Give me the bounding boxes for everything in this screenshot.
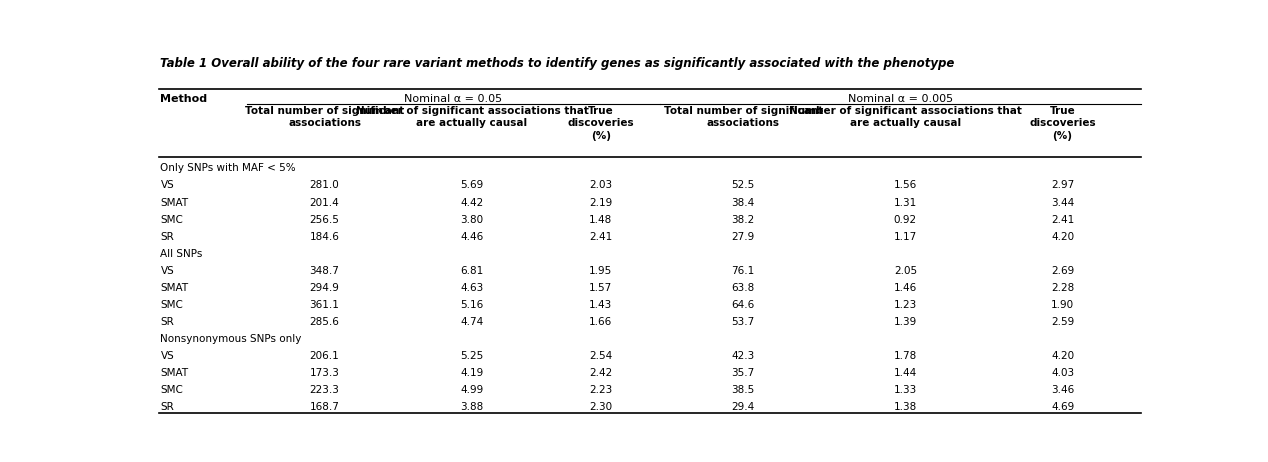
Text: 1.66: 1.66 bbox=[590, 317, 612, 327]
Text: True
discoveries
(%): True discoveries (%) bbox=[1030, 106, 1096, 141]
Text: VS: VS bbox=[161, 181, 174, 190]
Text: 38.2: 38.2 bbox=[732, 215, 754, 225]
Text: 4.20: 4.20 bbox=[1051, 351, 1074, 361]
Text: 1.48: 1.48 bbox=[590, 215, 612, 225]
Text: SMC: SMC bbox=[161, 385, 184, 395]
Text: 4.03: 4.03 bbox=[1051, 368, 1074, 378]
Text: 2.59: 2.59 bbox=[1051, 317, 1074, 327]
Text: Method: Method bbox=[161, 93, 208, 103]
Text: Nominal α = 0.005: Nominal α = 0.005 bbox=[848, 93, 954, 103]
Text: 2.19: 2.19 bbox=[590, 198, 612, 207]
Text: VS: VS bbox=[161, 266, 174, 276]
Text: 42.3: 42.3 bbox=[732, 351, 754, 361]
Text: 4.46: 4.46 bbox=[460, 231, 483, 242]
Text: 38.4: 38.4 bbox=[732, 198, 754, 207]
Text: Nonsynonymous SNPs only: Nonsynonymous SNPs only bbox=[161, 334, 302, 344]
Text: 1.46: 1.46 bbox=[894, 283, 917, 293]
Text: Total number of significant
associations: Total number of significant associations bbox=[245, 106, 404, 128]
Text: 281.0: 281.0 bbox=[309, 181, 340, 190]
Text: 1.57: 1.57 bbox=[590, 283, 612, 293]
Text: 64.6: 64.6 bbox=[732, 300, 754, 310]
Text: 223.3: 223.3 bbox=[309, 385, 340, 395]
Text: 348.7: 348.7 bbox=[309, 266, 340, 276]
Text: Only SNPs with MAF < 5%: Only SNPs with MAF < 5% bbox=[161, 164, 297, 173]
Text: 0.92: 0.92 bbox=[894, 215, 917, 225]
Text: 1.90: 1.90 bbox=[1051, 300, 1074, 310]
Text: 3.88: 3.88 bbox=[460, 402, 483, 413]
Text: 1.44: 1.44 bbox=[894, 368, 917, 378]
Text: 4.69: 4.69 bbox=[1051, 402, 1074, 413]
Text: 201.4: 201.4 bbox=[309, 198, 340, 207]
Text: 29.4: 29.4 bbox=[732, 402, 754, 413]
Text: Total number of significant
associations: Total number of significant associations bbox=[663, 106, 823, 128]
Text: 256.5: 256.5 bbox=[309, 215, 340, 225]
Text: SMC: SMC bbox=[161, 215, 184, 225]
Text: Number of significant associations that
are actually causal: Number of significant associations that … bbox=[789, 106, 1022, 128]
Text: 4.20: 4.20 bbox=[1051, 231, 1074, 242]
Text: 2.03: 2.03 bbox=[590, 181, 612, 190]
Text: 52.5: 52.5 bbox=[732, 181, 754, 190]
Text: 1.39: 1.39 bbox=[894, 317, 917, 327]
Text: 76.1: 76.1 bbox=[732, 266, 754, 276]
Text: SR: SR bbox=[161, 317, 174, 327]
Text: 2.23: 2.23 bbox=[590, 385, 612, 395]
Text: SMC: SMC bbox=[161, 300, 184, 310]
Text: 1.23: 1.23 bbox=[894, 300, 917, 310]
Text: SR: SR bbox=[161, 402, 174, 413]
Text: 4.99: 4.99 bbox=[460, 385, 483, 395]
Text: SMAT: SMAT bbox=[161, 283, 189, 293]
Text: 285.6: 285.6 bbox=[309, 317, 340, 327]
Text: 2.42: 2.42 bbox=[590, 368, 612, 378]
Text: 2.97: 2.97 bbox=[1051, 181, 1074, 190]
Text: 63.8: 63.8 bbox=[732, 283, 754, 293]
Text: 2.05: 2.05 bbox=[894, 266, 917, 276]
Text: 168.7: 168.7 bbox=[309, 402, 340, 413]
Text: Table 1 Overall ability of the four rare variant methods to identify genes as si: Table 1 Overall ability of the four rare… bbox=[161, 57, 955, 70]
Text: 1.38: 1.38 bbox=[894, 402, 917, 413]
Text: SR: SR bbox=[161, 231, 174, 242]
Text: 2.41: 2.41 bbox=[590, 231, 612, 242]
Text: 4.63: 4.63 bbox=[460, 283, 483, 293]
Text: 3.46: 3.46 bbox=[1051, 385, 1074, 395]
Text: Nominal α = 0.05: Nominal α = 0.05 bbox=[404, 93, 502, 103]
Text: 53.7: 53.7 bbox=[732, 317, 754, 327]
Text: 294.9: 294.9 bbox=[309, 283, 340, 293]
Text: 1.78: 1.78 bbox=[894, 351, 917, 361]
Text: 6.81: 6.81 bbox=[460, 266, 483, 276]
Text: VS: VS bbox=[161, 351, 174, 361]
Text: True
discoveries
(%): True discoveries (%) bbox=[567, 106, 634, 141]
Text: 1.95: 1.95 bbox=[590, 266, 612, 276]
Text: Number of significant associations that
are actually causal: Number of significant associations that … bbox=[355, 106, 588, 128]
Text: 2.69: 2.69 bbox=[1051, 266, 1074, 276]
Text: SMAT: SMAT bbox=[161, 368, 189, 378]
Text: All SNPs: All SNPs bbox=[161, 249, 203, 259]
Text: SMAT: SMAT bbox=[161, 198, 189, 207]
Text: 1.56: 1.56 bbox=[894, 181, 917, 190]
Text: 173.3: 173.3 bbox=[309, 368, 340, 378]
Text: 4.19: 4.19 bbox=[460, 368, 483, 378]
Text: 1.43: 1.43 bbox=[590, 300, 612, 310]
Text: 361.1: 361.1 bbox=[309, 300, 340, 310]
Text: 2.28: 2.28 bbox=[1051, 283, 1074, 293]
Text: 27.9: 27.9 bbox=[732, 231, 754, 242]
Text: 1.33: 1.33 bbox=[894, 385, 917, 395]
Text: 5.25: 5.25 bbox=[460, 351, 483, 361]
Text: 4.74: 4.74 bbox=[460, 317, 483, 327]
Text: 5.69: 5.69 bbox=[460, 181, 483, 190]
Text: 3.80: 3.80 bbox=[460, 215, 483, 225]
Text: 2.30: 2.30 bbox=[590, 402, 612, 413]
Text: 5.16: 5.16 bbox=[460, 300, 483, 310]
Text: 4.42: 4.42 bbox=[460, 198, 483, 207]
Text: 3.44: 3.44 bbox=[1051, 198, 1074, 207]
Text: 35.7: 35.7 bbox=[732, 368, 754, 378]
Text: 1.17: 1.17 bbox=[894, 231, 917, 242]
Text: 2.41: 2.41 bbox=[1051, 215, 1074, 225]
Text: 1.31: 1.31 bbox=[894, 198, 917, 207]
Text: 184.6: 184.6 bbox=[309, 231, 340, 242]
Text: 206.1: 206.1 bbox=[309, 351, 340, 361]
Text: 2.54: 2.54 bbox=[590, 351, 612, 361]
Text: 38.5: 38.5 bbox=[732, 385, 754, 395]
